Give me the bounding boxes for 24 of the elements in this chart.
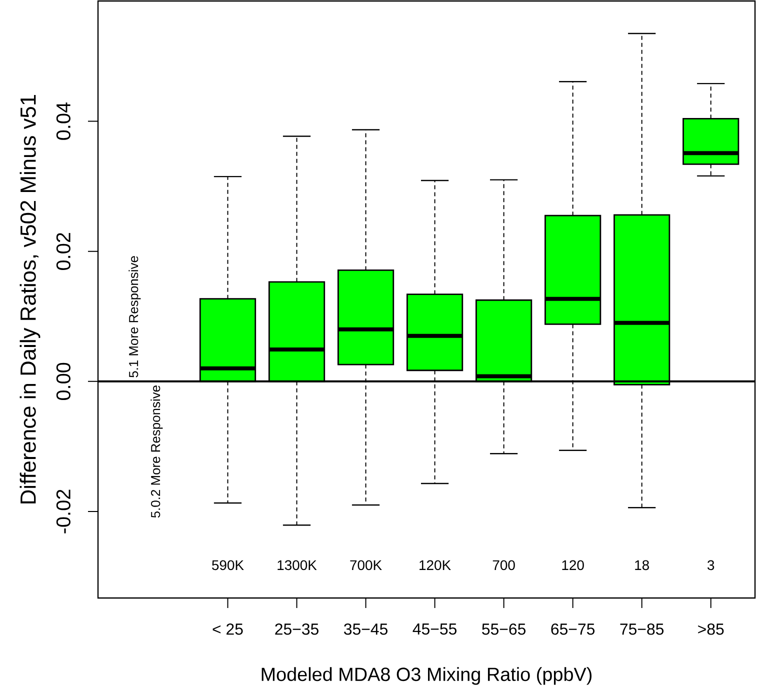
x-tick-label: 45−55 <box>412 624 456 635</box>
annotation: 700 <box>492 560 515 570</box>
annotation: 120 <box>562 560 584 570</box>
text: 5.1 More Responsive <box>128 256 141 378</box>
y-tick-label: 0.02 <box>56 232 70 270</box>
x-axis-title: Modeled MDA8 O3 Mixing Ratio (ppbV) <box>262 667 592 685</box>
annotation: 700K <box>350 560 382 570</box>
x-tick-label: 25−35 <box>275 624 318 635</box>
y-tick-label: 0.04 <box>56 102 70 140</box>
annotation: 3 <box>708 560 714 570</box>
text: 5.0.2 More Responsive <box>150 386 163 518</box>
y-axis-title: Difference in Daily Ratios, v502 Minus v51 <box>20 94 40 504</box>
y-tick-label: -0.02 <box>56 490 70 534</box>
x-tick-label: 65−75 <box>551 624 595 635</box>
x-tick-label: 75−85 <box>620 624 664 635</box>
x-tick-label: < 25 <box>212 624 243 635</box>
annotation: 120K <box>420 560 451 570</box>
x-tick-label: 55−65 <box>482 624 526 635</box>
annotation: 590K <box>212 560 244 570</box>
annotation: 18 <box>635 560 649 570</box>
y-tick-label: 0.00 <box>56 362 70 400</box>
x-tick-label: 35−45 <box>344 624 388 635</box>
x-tick-label: >85 <box>698 624 724 635</box>
annotation: 1300K <box>278 560 317 570</box>
